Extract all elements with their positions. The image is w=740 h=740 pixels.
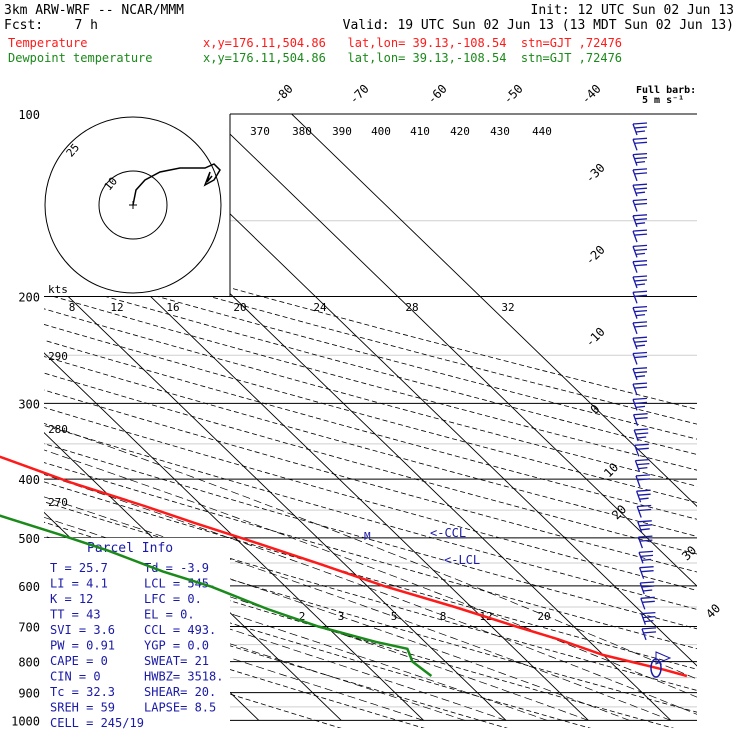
hodo-speed-label: 24 xyxy=(313,301,327,314)
pressure-label-500: 500 xyxy=(18,532,40,546)
dew-legend-label: Dewpoint temperature xyxy=(8,51,153,65)
dewpoint-profile xyxy=(0,514,433,677)
parcel-row-left: Tc = 32.3 xyxy=(50,685,115,699)
isotherm-label: 40 xyxy=(703,601,723,621)
temperature-profile xyxy=(0,455,688,678)
hodo-speed-label: 20 xyxy=(233,301,246,314)
hodograph: 25 10 xyxy=(44,114,231,296)
mixing-ratio-label: 20 xyxy=(537,610,550,623)
parcel-row-left: PW = 0.91 xyxy=(50,639,115,653)
pressure-label-600: 600 xyxy=(18,580,40,594)
hodo-speed-labels: 8 12 16 20 24 28 32 xyxy=(69,301,515,314)
parcel-row-right: HWBZ= 3518. xyxy=(144,670,223,684)
theta-label: 370 xyxy=(250,125,270,138)
hodo-speed-label: 12 xyxy=(110,301,123,314)
isotherm-label: -10 xyxy=(583,325,608,350)
init-time: Init: 12 UTC Sun 02 Jun 13 xyxy=(531,3,735,18)
isotherm-label: 20 xyxy=(609,502,629,522)
hodo-speed-label: 32 xyxy=(501,301,514,314)
mixing-ratio-label: 3 xyxy=(338,610,345,623)
barb-legend: Full barb: xyxy=(636,85,696,96)
pressure-label-300: 300 xyxy=(18,397,40,411)
pressure-label-700: 700 xyxy=(18,620,40,634)
isotherm-label: -80 xyxy=(271,82,296,107)
parcel-row-left: CAPE = 0 xyxy=(50,654,108,668)
parcel-row-right: SWEAT= 21 xyxy=(144,654,209,668)
mixing-ratio-labels: 2 3 5 8 12 20 xyxy=(299,610,551,623)
side-theta-labels: 290 280 270 xyxy=(48,350,68,509)
parcel-row-left: T = 25.7 xyxy=(50,561,108,575)
model-title: 3km ARW-WRF -- NCAR/MMM xyxy=(4,3,184,18)
valid-time: Valid: 19 UTC Sun 02 Jun 13 (13 MDT Sun … xyxy=(343,18,734,33)
isotherm-label: -70 xyxy=(347,82,372,107)
theta-label: 410 xyxy=(410,125,430,138)
dry-adiabat-lines xyxy=(44,235,697,728)
mixing-ratio-label: 8 xyxy=(440,610,447,623)
side-theta-label: 290 xyxy=(48,350,68,363)
side-theta-label: 280 xyxy=(48,423,68,436)
parcel-row-left: CELL = 245/19 xyxy=(50,716,144,730)
hodo-speed-label: 28 xyxy=(405,301,418,314)
hodo-speed-label: 8 xyxy=(69,301,76,314)
parcel-row-left: TT = 43 xyxy=(50,608,101,622)
ccl-marker: <-CCL xyxy=(430,526,466,540)
theta-label: 390 xyxy=(332,125,352,138)
temp-legend-info: x,y=176.11,504.86 lat,lon= 39.13,-108.54… xyxy=(203,36,622,50)
barb-legend-unit: 5 m s⁻¹ xyxy=(642,95,684,106)
side-theta-label: 270 xyxy=(48,496,68,509)
pressure-label-400: 400 xyxy=(18,473,40,487)
theta-labels: 370 380 390 400 410 420 430 440 xyxy=(250,125,552,138)
isotherm-label: -50 xyxy=(501,82,526,107)
isotherm-label: -20 xyxy=(583,243,608,268)
parcel-row-left: SVI = 3.6 xyxy=(50,623,115,637)
parcel-info-title: Parcel Info xyxy=(87,541,173,556)
parcel-row-right: LAPSE= 8.5 xyxy=(144,701,216,715)
isotherm-label: 10 xyxy=(601,460,621,480)
isotherm-label: -60 xyxy=(425,82,450,107)
theta-label: 430 xyxy=(490,125,510,138)
pressure-label-1000: 1000 xyxy=(11,714,40,728)
hodo-ring-outer xyxy=(44,116,222,294)
pressure-label-200: 200 xyxy=(18,291,40,305)
hodo-ring-inner xyxy=(98,170,168,240)
parcel-row-right: EL = 0. xyxy=(144,608,195,622)
storm-motion-marker xyxy=(650,651,672,678)
isotherm-label: -30 xyxy=(583,161,608,186)
forecast-hour: Fcst: 7 h xyxy=(4,18,98,33)
isotherm-labels: -80 -70 -60 -50 -40 -30 -20 -10 0 10 20 30 40 xyxy=(271,82,724,622)
parcel-info-panel: Parcel Info T = 25.7 Td = -3.9LI = 4.1 LCL… xyxy=(44,538,230,730)
isotherm-label: 0 xyxy=(588,402,603,417)
dew-legend-info: x,y=176.11,504.86 lat,lon= 39.13,-108.54… xyxy=(203,51,622,65)
isotherm-label: 30 xyxy=(679,543,699,563)
mixing-ratio-label: 2 xyxy=(299,610,306,623)
parcel-row-right: LCL = 545. xyxy=(144,577,216,591)
parcel-row-left: K = 12 xyxy=(50,592,93,606)
theta-label: 420 xyxy=(450,125,470,138)
pressure-labels: 100 200 300 400 500 600 700 800 900 1000 xyxy=(11,108,40,728)
theta-label: 400 xyxy=(371,125,391,138)
temp-legend-label: Temperature xyxy=(8,36,87,50)
parcel-row-left: LI = 4.1 xyxy=(50,577,108,591)
parcel-row-right: CCL = 493. xyxy=(144,623,216,637)
pressure-label-900: 900 xyxy=(18,687,40,701)
isotherm-label: -40 xyxy=(579,82,604,107)
hodograph-trace xyxy=(132,163,221,206)
kts-label: kts xyxy=(48,283,68,296)
mixing-ratio-label: 5 xyxy=(391,610,398,623)
wind-barbs xyxy=(632,122,657,641)
lcl-marker: <-LCL xyxy=(444,553,480,567)
theta-label: 440 xyxy=(532,125,552,138)
pressure-label-100: 100 xyxy=(18,108,40,122)
m-marker: M xyxy=(364,530,371,543)
hodo-speed-label: 16 xyxy=(166,301,179,314)
parcel-row-left: SREH = 59 xyxy=(50,701,115,715)
pressure-label-800: 800 xyxy=(18,656,40,670)
theta-label: 380 xyxy=(292,125,312,138)
parcel-row-left: CIN = 0 xyxy=(50,670,101,684)
parcel-row-right: LFC = 0. xyxy=(144,592,202,606)
parcel-row-right: SHEAR= 20. xyxy=(144,685,216,699)
parcel-row-right: YGP = 0.0 xyxy=(144,639,209,653)
